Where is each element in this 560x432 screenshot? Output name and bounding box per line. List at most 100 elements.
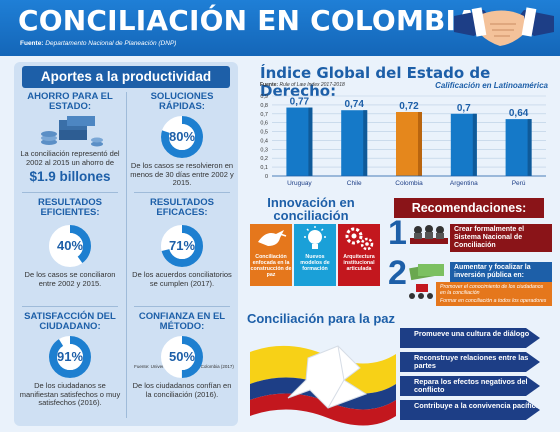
donut-center bbox=[169, 233, 195, 259]
category-label: Uruguay bbox=[287, 180, 312, 187]
aportes-panel: Aportes a la productividad AHORRO PARA E… bbox=[14, 62, 238, 426]
chart-subtitle: Calificación en Latinoamérica bbox=[435, 81, 548, 90]
chart-source: Fuente: Rule of Law Index 2017-2018 bbox=[260, 82, 345, 88]
chart-panel: Índice Global del Estado de Derecho: Fue… bbox=[246, 62, 554, 192]
lightbulb-icon bbox=[294, 224, 336, 256]
eficaces-cell: RESULTADOS EFICACES: 71% De los acuerdos… bbox=[130, 198, 234, 288]
rec-subitem-1: Promover el conocimiento de los ciudadan… bbox=[436, 282, 552, 298]
bar-value-label: 0,77 bbox=[290, 97, 310, 108]
innovacion-item-label: Conciliación enfocada en la construcción… bbox=[250, 254, 292, 278]
innovacion-item: Nuevos modelos de formación bbox=[294, 224, 336, 286]
bar-shade bbox=[472, 113, 477, 176]
bar-value-label: 0,74 bbox=[344, 99, 364, 110]
donut-center bbox=[169, 344, 195, 370]
category-label: Chile bbox=[347, 180, 362, 187]
bar-value-label: 0,72 bbox=[399, 101, 419, 112]
divider bbox=[134, 306, 230, 307]
eficaces-text: De los acuerdos conciliatorios se cumple… bbox=[132, 270, 232, 288]
paz-item: Repara los efectos negativos del conflic… bbox=[400, 376, 540, 396]
y-tick-label: 0,8 bbox=[260, 103, 268, 109]
chart-source-text: Rule of Law Index 2017-2018 bbox=[279, 82, 345, 88]
eficaces-head: RESULTADOS EFICACES: bbox=[149, 197, 215, 218]
bar bbox=[505, 119, 532, 176]
y-tick-label: 0,3 bbox=[260, 147, 268, 153]
soluciones-percent: 80% bbox=[168, 129, 196, 144]
paz-item: Promueve una cultura de diálogo bbox=[400, 328, 540, 348]
rec-number-1: 1 bbox=[388, 214, 407, 252]
y-tick-label: 0,2 bbox=[260, 156, 268, 162]
dove-icon bbox=[250, 224, 292, 256]
divider bbox=[126, 92, 127, 418]
y-tick-label: 0,6 bbox=[260, 121, 268, 127]
donut-fill bbox=[161, 225, 203, 267]
ahorro-amount: $1.9 billones bbox=[29, 169, 111, 184]
bar-value-label: 0,64 bbox=[509, 108, 529, 119]
meeting-icon bbox=[410, 225, 448, 244]
confianza-donut: 50% bbox=[160, 335, 204, 379]
rec-subitem-2: Formar en conciliación a todos los opera… bbox=[436, 296, 552, 306]
donut-center bbox=[57, 344, 83, 370]
ahorro-head: AHORRO PARA EL ESTADO: bbox=[27, 91, 113, 112]
donut-center bbox=[57, 233, 83, 259]
header-source: Fuente: Departamento Nacional de Planeac… bbox=[20, 40, 176, 47]
ahorro-cell: AHORRO PARA EL ESTADO: La conciliación r… bbox=[18, 91, 122, 185]
rec-item-1: Crear formalmente el Sistema Nacional de… bbox=[450, 224, 552, 252]
category-label: Argentina bbox=[450, 180, 478, 187]
divider bbox=[134, 192, 230, 193]
category-label: Perú bbox=[512, 180, 526, 187]
eficientes-percent: 40% bbox=[56, 238, 84, 253]
bar-value-label: 0,7 bbox=[457, 103, 471, 114]
bar bbox=[396, 112, 422, 176]
soluciones-head: SOLUCIONES RÁPIDAS: bbox=[150, 91, 214, 112]
audience-icon bbox=[409, 284, 433, 299]
bar bbox=[450, 113, 477, 176]
chart-source-label: Fuente: bbox=[260, 82, 279, 88]
gears-icon bbox=[338, 224, 380, 256]
donut-fill bbox=[49, 225, 91, 267]
innovacion-item: Conciliación enfocada en la construcción… bbox=[250, 224, 292, 286]
bar-shade bbox=[308, 107, 313, 176]
innovacion-item-label: Nuevos modelos de formación bbox=[300, 254, 330, 272]
money-stack-icon bbox=[41, 116, 103, 147]
soluciones-donut: 80% bbox=[160, 115, 204, 159]
bar-shade bbox=[418, 112, 422, 176]
confianza-text: De los ciudadanos confían en la concilia… bbox=[132, 381, 232, 399]
ahorro-text: La conciliación representó del 2002 al 2… bbox=[20, 149, 120, 167]
satisfaccion-text: De los ciudadanos se manifiestan satisfe… bbox=[19, 381, 121, 407]
divider bbox=[22, 306, 118, 307]
donut-fill bbox=[161, 336, 203, 378]
paz-item: Reconstruye relaciones entre las partes bbox=[400, 352, 540, 372]
bar-shade bbox=[527, 119, 532, 176]
donut-center bbox=[169, 124, 195, 150]
innovacion-item-label: Arquitectura institucional articulada bbox=[343, 254, 375, 272]
satisfaccion-head: SATISFACCIÓN DEL CIUDADANO: bbox=[24, 311, 116, 332]
soluciones-text: De los casos se resolvieron en menos de … bbox=[130, 161, 234, 187]
money-icon bbox=[409, 263, 444, 281]
y-tick-label: 0 bbox=[265, 174, 268, 180]
paz-title: Conciliación para la paz bbox=[246, 311, 396, 326]
confianza-cell: CONFIANZA EN EL MÉTODO: 50% De los ciuda… bbox=[130, 312, 234, 399]
confianza-percent: 50% bbox=[168, 349, 196, 364]
innovacion-item: Arquitectura institucional articulada bbox=[338, 224, 380, 286]
dove-flag-icon bbox=[250, 345, 396, 426]
bar-chart: 0 0,1 0,2 0,3 0,4 0,5 0,6 0,7 0,8 0,9 0,77 Uruguay 0… bbox=[260, 94, 546, 187]
category-label: Colombia bbox=[395, 180, 423, 187]
bar-shade bbox=[363, 110, 368, 176]
y-tick-label: 0,1 bbox=[260, 165, 268, 171]
y-tick-label: 0,7 bbox=[260, 112, 268, 118]
rec-number-2: 2 bbox=[388, 254, 407, 292]
bar bbox=[341, 110, 368, 176]
eficaces-percent: 71% bbox=[168, 238, 196, 253]
satisfaccion-cell: SATISFACCIÓN DEL CIUDADANO: 91% De los c… bbox=[18, 312, 122, 408]
eficaces-donut: 71% bbox=[160, 224, 204, 268]
y-tick-label: 0,5 bbox=[260, 130, 268, 136]
confianza-head: CONFIANZA EN EL MÉTODO: bbox=[138, 311, 226, 332]
header-source-label: Fuente: bbox=[20, 40, 44, 47]
y-tick-label: 0,9 bbox=[260, 94, 268, 100]
recomendaciones-title: Recomendaciones: bbox=[394, 198, 544, 218]
paz-item: Contribuye a la convivencia pacífica bbox=[400, 400, 540, 420]
soluciones-cell: SOLUCIONES RÁPIDAS: 80% De los casos se … bbox=[130, 92, 234, 188]
satisfaccion-donut: 91% bbox=[48, 335, 92, 379]
header-source-text: Departamento Nacional de Planeación (DNP… bbox=[45, 40, 177, 47]
bar bbox=[286, 107, 313, 176]
